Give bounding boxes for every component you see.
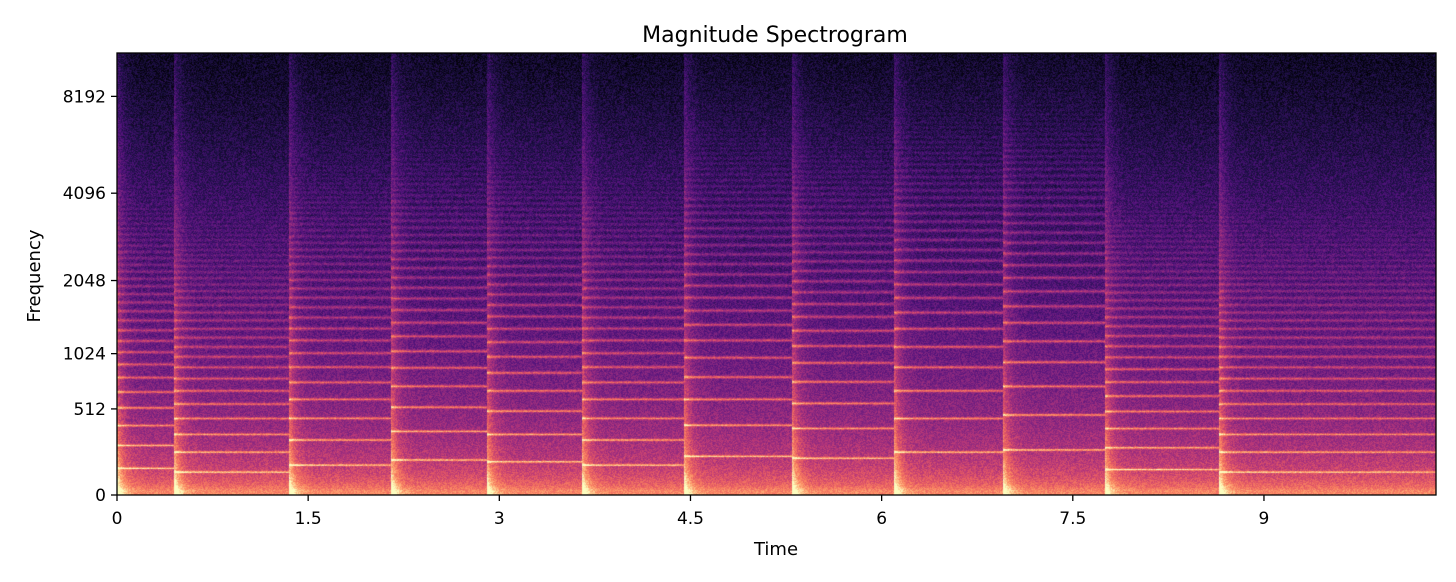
heatmap-canvas	[117, 53, 1436, 495]
plot-frame	[116, 52, 1437, 496]
y-tick-label: 1024	[63, 345, 106, 365]
y-axis-label: Frequency	[24, 229, 45, 322]
x-tick-label: 9	[1259, 509, 1270, 529]
x-tick-label: 6	[876, 509, 887, 529]
heatmap-area	[117, 53, 1436, 495]
x-tick-label: 3	[494, 509, 505, 529]
y-tick-label: 2048	[63, 272, 106, 292]
y-tick-label: 512	[74, 400, 106, 420]
x-axis: 0 1.5 3 4.5 6 7.5 9	[112, 495, 1270, 529]
y-axis: 0 512 1024 2048 4096 8192	[63, 87, 117, 506]
y-tick-label: 4096	[63, 184, 106, 204]
chart-title: Magnitude Spectrogram	[642, 23, 908, 48]
y-tick-label: 8192	[63, 87, 106, 107]
x-tick-label: 7.5	[1059, 509, 1086, 529]
x-axis-label: Time	[753, 539, 798, 560]
x-tick-label: 1.5	[295, 509, 322, 529]
x-tick-label: 0	[112, 509, 123, 529]
x-tick-label: 4.5	[677, 509, 704, 529]
y-tick-label: 0	[95, 486, 106, 506]
